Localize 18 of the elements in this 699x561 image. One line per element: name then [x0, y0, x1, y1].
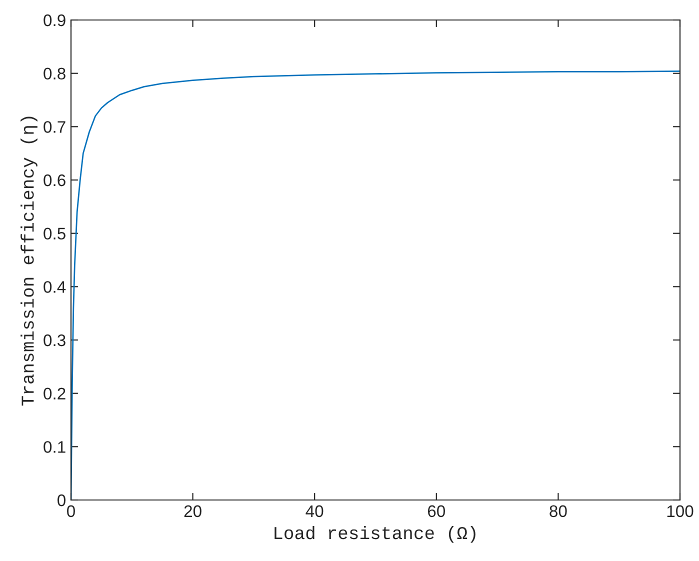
y-tick-label: 0.6: [44, 174, 66, 186]
y-tick-label: 0.8: [44, 68, 66, 80]
y-tick-label: 0: [58, 494, 66, 506]
x-tick-label: 60: [428, 505, 446, 518]
x-tick-label: 80: [550, 505, 567, 518]
y-tick-label: 0.3: [44, 334, 66, 346]
x-tick-label: 100: [667, 505, 694, 518]
y-tick-label: 0.9: [44, 14, 66, 26]
y-tick-label: 0.1: [44, 441, 66, 453]
y-axis-title: Transmission efficiency (η): [20, 116, 38, 406]
y-tick-label: 0.4: [44, 281, 66, 293]
y-tick-label: 0.7: [44, 121, 66, 133]
x-tick-label: 40: [306, 505, 324, 518]
y-tick-label: 0.2: [44, 388, 66, 400]
x-axis-title: Load resistance (Ω): [274, 526, 476, 543]
y-tick-label: 0.5: [44, 228, 66, 240]
x-tick-label: 20: [184, 505, 202, 518]
x-tick-label: 0: [67, 505, 75, 518]
